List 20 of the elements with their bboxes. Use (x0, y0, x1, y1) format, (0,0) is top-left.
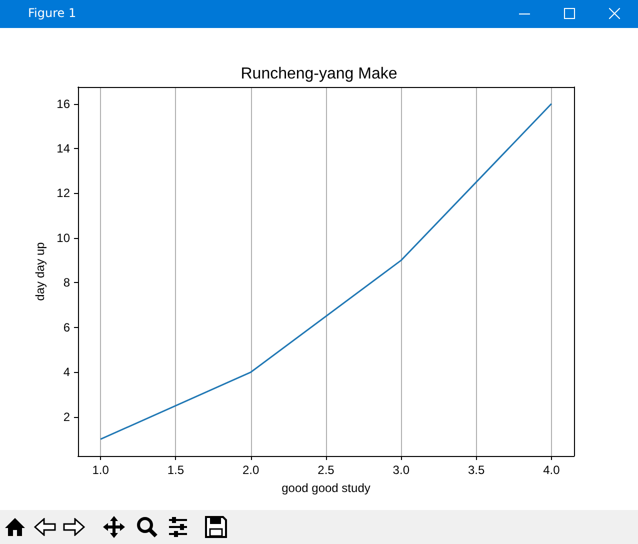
chart-title: Runcheng-yang Make (240, 66, 398, 82)
y-tick-label: 16 (56, 96, 70, 111)
y-tick-label: 10 (56, 230, 70, 245)
y-tick-label: 6 (63, 320, 70, 334)
x-tick-label: 2.0 (242, 463, 260, 477)
x-tick-label: 1.0 (92, 463, 110, 477)
x-tick-label: 4.0 (543, 463, 560, 477)
y-tick-label: 8 (63, 276, 70, 290)
x-tick-label: 2.5 (318, 463, 335, 477)
y-tick-label: 14 (56, 142, 70, 156)
x-axis-title: good good study (282, 481, 370, 495)
line-series (100, 103, 552, 440)
x-tick-label: 1.5 (167, 463, 184, 477)
y-tick-label: 4 (63, 365, 70, 380)
x-tick-label: 3.5 (468, 463, 485, 477)
caption: Figure 1 (28, 6, 76, 20)
x-tick-label: 3.0 (392, 463, 410, 477)
y-tick-label: 2 (63, 410, 70, 424)
y-axis-title: day day up (32, 242, 47, 301)
y-tick-label: 12 (56, 186, 70, 200)
